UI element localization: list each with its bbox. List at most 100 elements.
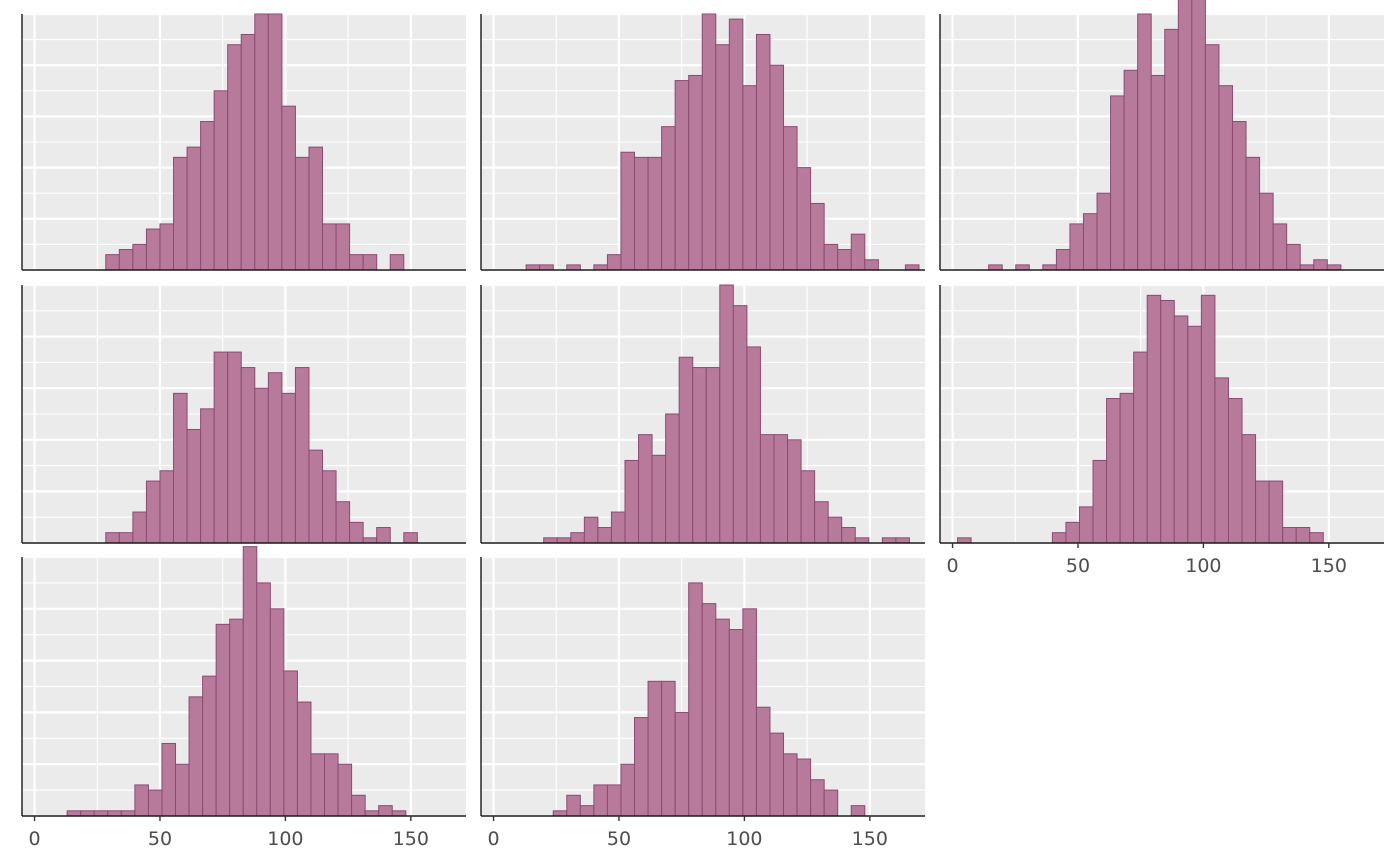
histogram-bar <box>105 532 120 544</box>
histogram-bar <box>324 753 339 817</box>
histogram-bar <box>254 387 269 544</box>
x-tick-label: 150 <box>393 828 429 850</box>
histogram-bar <box>308 449 324 544</box>
histogram-bar <box>728 18 744 271</box>
histogram-bar <box>904 264 920 271</box>
histogram-bar <box>593 264 608 271</box>
histogram-bar <box>1227 398 1243 544</box>
histogram-bar <box>881 537 897 544</box>
histogram-bar <box>1123 69 1139 271</box>
x-tick-label: 0 <box>28 828 40 850</box>
histogram-panel <box>939 0 1384 272</box>
x-tick-label: 0 <box>946 555 958 577</box>
histogram-bar <box>661 126 676 271</box>
histogram-bar <box>988 264 1003 271</box>
histogram-bar <box>566 264 581 271</box>
histogram-bar <box>620 151 636 271</box>
histogram-bar <box>132 511 147 544</box>
histogram-bar <box>850 805 866 817</box>
histogram-bar <box>854 537 870 544</box>
histogram-bar <box>351 794 366 817</box>
histogram-bar <box>322 223 337 271</box>
histogram-bar <box>814 501 829 544</box>
x-tick-label: 100 <box>1185 555 1221 577</box>
histogram-bar <box>864 259 879 271</box>
histogram-bar <box>678 356 694 544</box>
histogram-bar <box>1191 0 1206 271</box>
histogram-bar <box>719 284 734 544</box>
histogram-bar <box>200 121 215 271</box>
histogram-bar <box>1187 325 1202 544</box>
histogram-bar <box>1069 223 1084 271</box>
histogram-bar <box>692 367 707 544</box>
histogram-bar <box>701 603 717 817</box>
histogram-bar <box>1218 85 1233 271</box>
histogram-bar <box>1092 459 1108 544</box>
histogram-bar <box>1051 532 1067 544</box>
histogram-bar <box>213 90 229 271</box>
histogram-bar <box>186 428 202 544</box>
histogram-bar <box>665 413 680 544</box>
histogram-bar <box>256 582 271 817</box>
histogram-bar <box>240 33 256 271</box>
histogram-bar <box>1096 192 1112 271</box>
histogram-bar <box>1214 377 1229 544</box>
histogram-bar <box>1078 506 1094 544</box>
histogram-bar <box>800 470 816 544</box>
histogram-bar <box>310 753 326 817</box>
histogram-bar <box>145 228 161 271</box>
histogram-bar <box>597 527 612 544</box>
histogram-bar <box>759 434 775 544</box>
histogram-bar <box>583 516 599 544</box>
histogram-bar <box>593 784 608 817</box>
histogram-bar <box>674 80 690 271</box>
histogram-bar <box>254 13 269 271</box>
histogram-bar <box>742 85 757 271</box>
histogram-bar <box>1313 259 1328 271</box>
histogram-bar <box>1110 95 1125 271</box>
histogram-bar <box>895 537 910 544</box>
histogram-bar <box>389 254 405 271</box>
histogram-bar <box>796 758 812 817</box>
histogram-bar <box>674 711 690 817</box>
histogram-bar <box>1177 0 1193 271</box>
histogram-bar <box>1173 315 1189 544</box>
histogram-bar <box>1150 74 1166 271</box>
histogram-bar <box>1299 264 1315 271</box>
histogram-bar <box>120 810 136 817</box>
histogram-bar <box>1106 398 1121 544</box>
histogram-bar <box>378 805 393 817</box>
histogram-bar <box>620 763 636 817</box>
histogram-bar <box>308 146 324 271</box>
histogram-bar <box>810 202 825 271</box>
histogram-bar <box>1282 527 1297 544</box>
x-tick-label: 50 <box>1066 555 1090 577</box>
histogram-bar <box>269 608 285 817</box>
histogram-bar <box>362 254 378 271</box>
histogram-bar <box>188 696 204 817</box>
histogram-bar <box>624 459 640 544</box>
histogram-bar <box>322 470 337 544</box>
histogram-bar <box>267 13 283 271</box>
histogram-bar <box>173 156 188 271</box>
histogram-bar <box>213 351 229 544</box>
histogram-bar <box>66 810 82 817</box>
histogram-bar <box>175 763 190 817</box>
histogram-bar <box>552 810 568 817</box>
histogram-panel <box>21 12 466 272</box>
histogram-bar <box>651 454 667 544</box>
histogram-bar <box>335 501 351 544</box>
histogram-bar <box>1160 299 1175 544</box>
histogram-panel <box>480 12 925 272</box>
histogram-bar <box>376 527 391 544</box>
x-tick-label: 150 <box>852 828 888 850</box>
histogram-bar <box>294 156 310 271</box>
histogram-bar <box>1082 213 1098 271</box>
x-tick-label: 100 <box>726 828 762 850</box>
x-tick-label: 0 <box>487 828 499 850</box>
histogram-bar <box>715 618 730 817</box>
histogram-bar <box>229 618 244 817</box>
histogram-bar <box>227 351 242 544</box>
